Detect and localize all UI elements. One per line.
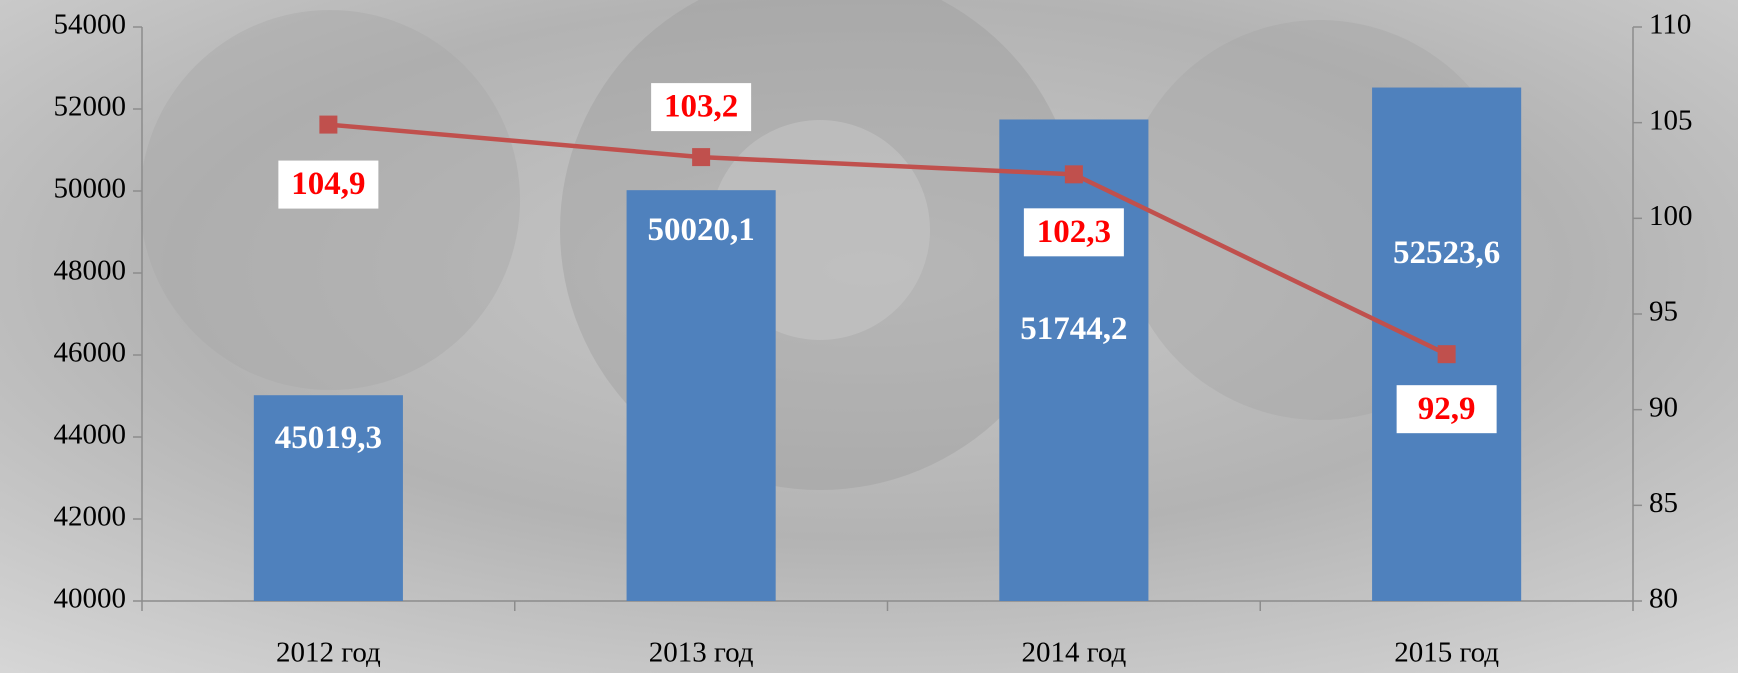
y-tick-label: 52000 — [54, 91, 127, 123]
x-tick-label: 2015 год — [1394, 637, 1499, 669]
bar-value-label: 45019,3 — [275, 420, 382, 456]
y-tick-label: 42000 — [54, 501, 127, 533]
x-tick-label: 2013 год — [649, 637, 754, 669]
y-tick-label: 46000 — [54, 337, 127, 369]
bar-value-label: 50020,1 — [648, 212, 755, 248]
y-tick-label: 50000 — [54, 173, 127, 205]
line-marker — [1064, 165, 1083, 184]
y2-tick-label: 90 — [1649, 391, 1678, 423]
plot: 40000 42000 44000 46000 48000 50000 52000 54000… — [54, 9, 1693, 669]
line-value-label: 92,9 — [1418, 391, 1476, 427]
line-marker — [319, 115, 338, 134]
label-box — [651, 83, 752, 132]
bar-value-label: 51744,2 — [1020, 311, 1127, 347]
y2-tick-label: 95 — [1649, 296, 1678, 328]
y-tick-label: 44000 — [54, 419, 127, 451]
bar — [626, 190, 776, 601]
line — [328, 122, 1448, 357]
line-value-label: 103,2 — [664, 89, 738, 125]
line-value-label: 102,3 — [1037, 214, 1111, 250]
bar-value-label: 52523,6 — [1393, 235, 1500, 271]
bar — [1372, 87, 1522, 601]
y2-tick-label: 100 — [1649, 200, 1693, 232]
bar — [999, 119, 1149, 602]
y2-tick-label: 80 — [1649, 583, 1678, 615]
y-tick-label: 48000 — [54, 255, 127, 287]
label-box — [278, 160, 379, 209]
y2-tick-label: 105 — [1649, 104, 1693, 136]
x-tick-label: 2012 год — [276, 637, 381, 669]
line-marker — [1437, 345, 1456, 364]
y2-tick-label: 85 — [1649, 487, 1678, 519]
line-marker — [692, 148, 711, 167]
y-tick-label: 54000 — [54, 9, 127, 41]
label-box — [1396, 385, 1497, 434]
x-tick-label: 2014 год — [1021, 637, 1126, 669]
bar — [253, 395, 403, 601]
label-box — [1023, 208, 1124, 257]
line-value-label: 104,9 — [291, 166, 365, 202]
y2-tick-label: 110 — [1649, 9, 1691, 41]
y-tick-label: 40000 — [54, 583, 127, 615]
